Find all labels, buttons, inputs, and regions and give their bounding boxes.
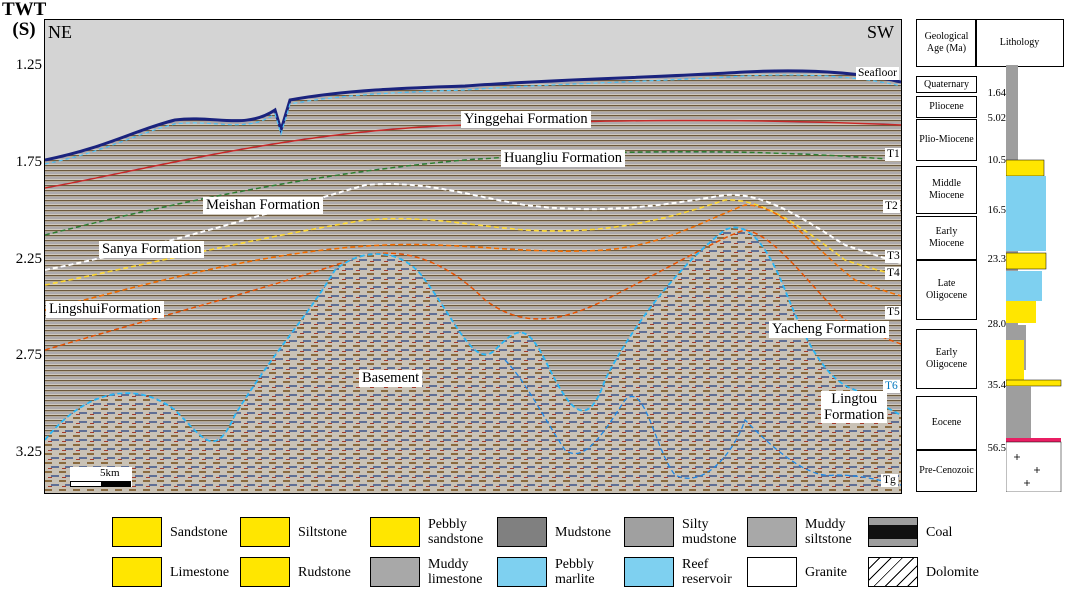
period-pliocene: Pliocene — [916, 96, 977, 118]
silty-mudstone-swatch — [624, 517, 674, 547]
dolomite-swatch — [868, 557, 918, 587]
age-label: 5.02 — [987, 113, 1006, 124]
reef-reservoir-swatch — [624, 557, 674, 587]
age-label: 28.0 — [987, 319, 1006, 330]
formation-label-huangliu: Huangliu Formation — [501, 150, 626, 167]
age-label: 1.64 — [987, 88, 1006, 99]
legend-label: Muddy siltstone — [805, 517, 852, 547]
legend-item-siltstone: Siltstone — [240, 517, 347, 547]
rudstone-swatch — [240, 557, 290, 587]
period-early-oligocene: Early Oligocene — [916, 329, 977, 389]
legend-item-coal: Coal — [868, 517, 952, 547]
tick-label: 3.25 — [15, 444, 42, 460]
legend-label: Limestone — [170, 564, 230, 580]
formation-label-lingshui: LingshuiFormation — [46, 301, 164, 318]
tick-label: 2.25 — [15, 251, 42, 267]
legend-item-granite: Granite — [747, 557, 847, 587]
horizon-label-t3: T3 — [885, 250, 901, 263]
formation-label-basement: Basement — [359, 370, 423, 387]
period-eocene: Eocene — [916, 396, 977, 450]
period-middle-miocene: Middle Miocene — [916, 166, 977, 214]
strat-column: Geological Age (Ma) Lithology Quaternary… — [914, 19, 1064, 492]
legend-label: Muddy limestone — [428, 557, 483, 587]
legend-item-dolomite: Dolomite — [868, 557, 979, 587]
legend-item-rudstone: Rudstone — [240, 557, 351, 587]
seismic-section: NE SW Yinggehai Formation Huangliu Forma… — [44, 19, 902, 494]
siltstone-swatch — [240, 517, 290, 547]
age-label: 56.5 — [987, 443, 1006, 454]
legend-item-pebbly-marlite: Pebbly marlite — [497, 557, 621, 587]
legend-item-reef-reservoir: Reef reservoir — [624, 557, 748, 587]
coal-swatch — [868, 517, 918, 547]
horizon-label-t6: T6 — [883, 380, 900, 393]
legend-label: Pebbly marlite — [555, 557, 595, 587]
formation-label-meishan: Meishan Formation — [203, 197, 323, 214]
muddy-limestone-swatch — [370, 557, 420, 587]
horizon-label-seafloor: Seafloor — [856, 67, 899, 80]
legend-label: Sandstone — [170, 524, 228, 540]
formation-label-lingtou: Lingtou Formation — [821, 391, 888, 423]
horizon-label-tg: Tg — [881, 474, 898, 487]
direction-ne: NE — [48, 22, 72, 42]
legend-item-limestone: Limestone — [112, 557, 229, 587]
mudstone-swatch — [497, 517, 547, 547]
tick-label: 1.75 — [15, 154, 42, 170]
legend-item-silty-mudstone: Silty mudstone — [624, 517, 748, 547]
period-pre-cenozoic: Pre-Cenozoic — [916, 450, 977, 492]
legend-label: Silty mudstone — [682, 517, 737, 547]
age-label: 23.3 — [987, 254, 1006, 265]
direction-sw: SW — [867, 22, 894, 42]
muddy-siltstone-swatch — [747, 517, 797, 547]
legend-label: Coal — [926, 524, 953, 540]
period-late-oligocene: Late Oligocene — [916, 260, 977, 320]
age-label: 35.4 — [987, 380, 1006, 391]
sandstone-swatch — [112, 517, 162, 547]
legend-label: Pebbly sandstone — [428, 517, 484, 547]
legend-label: Rudstone — [298, 564, 351, 580]
formation-label-yacheng: Yacheng Formation — [769, 321, 890, 338]
pebbly-marlite-swatch — [497, 557, 547, 587]
tick-label: 1.25 — [15, 57, 42, 73]
formation-label-lingtou-line2: Formation — [824, 407, 885, 423]
legend-item-pebbly-sandstone: Pebbly sandstone — [370, 517, 494, 547]
horizon-label-t5: T5 — [885, 306, 901, 319]
formation-label-lingtou-line1: Lingtou — [831, 391, 878, 407]
horizon-label-t2: T2 — [883, 200, 900, 213]
scale-bar: 5km — [70, 467, 132, 487]
limestone-swatch — [112, 557, 162, 587]
legend-item-sandstone: Sandstone — [112, 517, 228, 547]
horizon-label-t4: T4 — [885, 267, 901, 280]
granite-swatch — [747, 557, 797, 587]
period-early-miocene: Early Miocene — [916, 216, 977, 260]
legend-label: Mudstone — [555, 524, 611, 540]
horizon-label-t1: T1 — [885, 148, 901, 161]
formation-label-sanya: Sanya Formation — [99, 241, 205, 258]
age-label: 16.5 — [987, 205, 1006, 216]
strat-header-lithology: Lithology — [975, 19, 1064, 67]
formation-label-yinggehai: Yinggehai Formation — [461, 111, 591, 128]
legend-label: Reef reservoir — [682, 557, 732, 587]
seismic-image — [45, 20, 901, 493]
tick-label: 2.75 — [15, 347, 42, 363]
legend-item-muddy-limestone: Muddy limestone — [370, 557, 494, 587]
age-label: 10.5 — [987, 155, 1006, 166]
period-quaternary: Quaternary — [916, 76, 977, 93]
strat-header-age: Geological Age (Ma) — [916, 19, 977, 67]
pebbly-sandstone-swatch — [370, 517, 420, 547]
legend-item-muddy-siltstone: Muddy siltstone — [747, 517, 871, 547]
lithology-log — [1006, 65, 1062, 492]
period-plio-miocene: Plio-Miocene — [916, 119, 977, 161]
scale-bar-label: 5km — [100, 467, 120, 479]
legend-label: Granite — [805, 564, 847, 580]
axis-title-line2: (S) — [12, 19, 36, 40]
legend-label: Dolomite — [926, 564, 979, 580]
axis-title-line1: TWT — [2, 0, 47, 20]
legend-label: Siltstone — [298, 524, 348, 540]
legend-item-mudstone: Mudstone — [497, 517, 611, 547]
axis-title: TWT (S) — [2, 0, 46, 40]
